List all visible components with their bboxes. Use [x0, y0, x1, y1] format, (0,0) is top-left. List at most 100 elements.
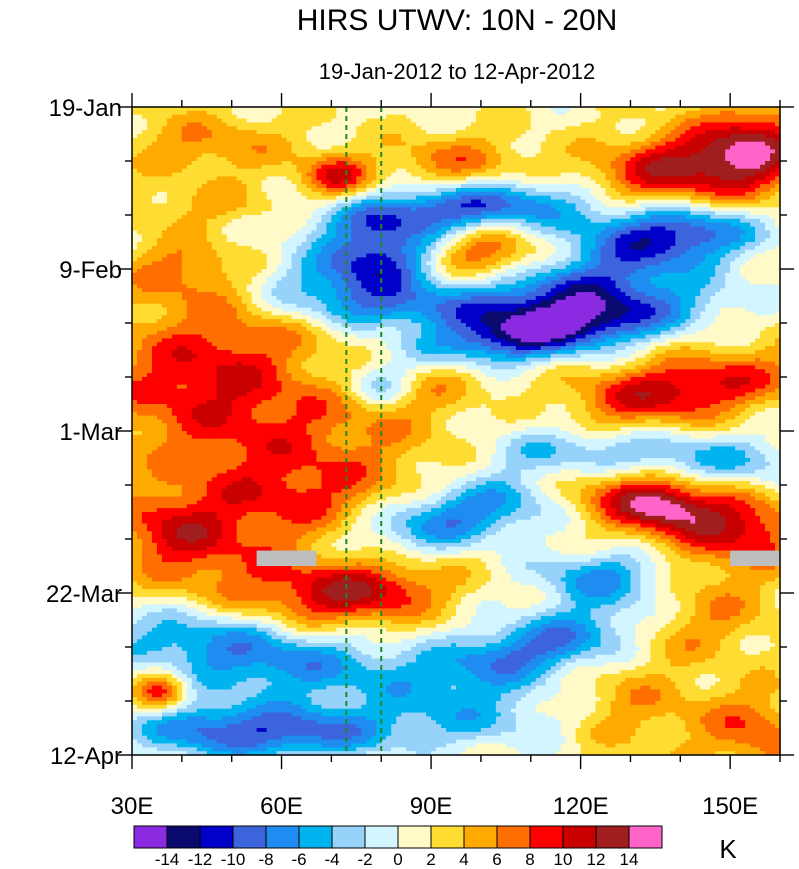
heatmap-cell — [765, 203, 771, 208]
heatmap-cell — [480, 238, 487, 243]
heatmap-cell — [470, 199, 477, 205]
heatmap-cell — [620, 234, 627, 239]
heatmap-cell — [590, 114, 597, 120]
heatmap-cell — [590, 203, 597, 208]
heatmap-cell — [735, 180, 741, 185]
heatmap-cell — [326, 164, 332, 170]
heatmap-cell — [730, 199, 736, 205]
heatmap-cell — [171, 180, 178, 185]
heatmap-cell — [246, 234, 253, 239]
heatmap-cell — [540, 242, 547, 247]
heatmap-cell — [411, 110, 417, 116]
heatmap-cell — [456, 126, 462, 131]
heatmap-cell — [411, 126, 417, 131]
heatmap-cell — [416, 172, 422, 178]
heatmap-cell — [695, 141, 701, 147]
heatmap-cell — [725, 153, 731, 158]
heatmap-cell — [301, 145, 308, 151]
heatmap-cell — [381, 176, 387, 181]
heatmap-cell — [156, 245, 163, 251]
heatmap-cell — [740, 249, 746, 255]
heatmap-cell — [685, 184, 691, 189]
heatmap-cell — [216, 222, 223, 228]
heatmap-cell — [735, 218, 741, 224]
heatmap-cell — [605, 168, 612, 174]
heatmap-cell — [690, 145, 696, 151]
heatmap-cell — [495, 234, 502, 239]
heatmap-cell — [171, 122, 178, 127]
heatmap-cell — [580, 199, 587, 205]
heatmap-cell — [605, 130, 612, 135]
heatmap-cell — [386, 145, 392, 151]
heatmap-cell — [221, 203, 228, 208]
heatmap-cell — [421, 161, 427, 166]
heatmap-cell — [321, 245, 327, 251]
heatmap-cell — [381, 199, 387, 205]
heatmap-cell — [640, 134, 647, 139]
heatmap-cell — [401, 161, 407, 166]
heatmap-cell — [540, 195, 547, 201]
heatmap-cell — [261, 195, 268, 201]
heatmap-cell — [710, 145, 716, 151]
heatmap-cell — [620, 164, 627, 170]
heatmap-cell — [530, 114, 537, 120]
heatmap-cell — [176, 176, 183, 181]
heatmap-cell — [406, 149, 412, 154]
heatmap-cell — [371, 134, 377, 139]
heatmap-cell — [136, 176, 143, 181]
heatmap-cell — [281, 168, 288, 174]
heatmap-cell — [550, 118, 557, 124]
heatmap-cell — [136, 230, 143, 235]
heatmap-cell — [515, 195, 522, 201]
heatmap-cell — [610, 230, 617, 235]
heatmap-cell — [226, 134, 233, 139]
heatmap-cell — [151, 161, 158, 166]
heatmap-cell — [446, 242, 452, 247]
heatmap-cell — [580, 226, 587, 232]
heatmap-cell — [271, 203, 278, 208]
heatmap-cell — [660, 145, 666, 151]
heatmap-cell — [236, 141, 243, 147]
heatmap-cell — [500, 226, 507, 232]
heatmap-cell — [316, 126, 323, 131]
heatmap-cell — [650, 180, 656, 185]
heatmap-cell — [251, 188, 258, 193]
heatmap-cell — [416, 207, 422, 212]
heatmap-cell — [605, 164, 612, 170]
heatmap-cell — [296, 137, 303, 143]
heatmap-cell — [545, 114, 552, 120]
heatmap-cell — [720, 161, 726, 166]
heatmap-cell — [381, 222, 387, 228]
heatmap-cell — [715, 122, 721, 127]
heatmap-cell — [505, 153, 512, 158]
heatmap-cell — [655, 188, 661, 193]
heatmap-cell — [201, 249, 208, 255]
heatmap-cell — [451, 242, 457, 247]
heatmap-cell — [321, 114, 327, 120]
heatmap-cell — [151, 234, 158, 239]
heatmap-cell — [675, 176, 681, 181]
heatmap-cell — [276, 184, 283, 189]
heatmap-cell — [485, 107, 492, 112]
heatmap-cell — [715, 134, 721, 139]
heatmap-cell — [261, 253, 268, 259]
heatmap-cell — [276, 242, 283, 247]
heatmap-cell — [655, 110, 661, 116]
heatmap-cell — [600, 122, 607, 127]
heatmap-cell — [371, 184, 377, 189]
heatmap-cell — [286, 245, 293, 251]
heatmap-cell — [241, 242, 248, 247]
heatmap-cell — [221, 122, 228, 127]
heatmap-cell — [321, 230, 327, 235]
heatmap-cell — [291, 180, 298, 185]
heatmap-cell — [725, 168, 731, 174]
heatmap-cell — [451, 180, 457, 185]
heatmap-cell — [640, 118, 647, 124]
heatmap-cell — [560, 126, 567, 131]
heatmap-cell — [580, 141, 587, 147]
heatmap-cell — [485, 184, 492, 189]
heatmap-cell — [336, 122, 342, 127]
heatmap-cell — [760, 188, 766, 193]
heatmap-cell — [381, 188, 387, 193]
heatmap-cell — [465, 195, 472, 201]
